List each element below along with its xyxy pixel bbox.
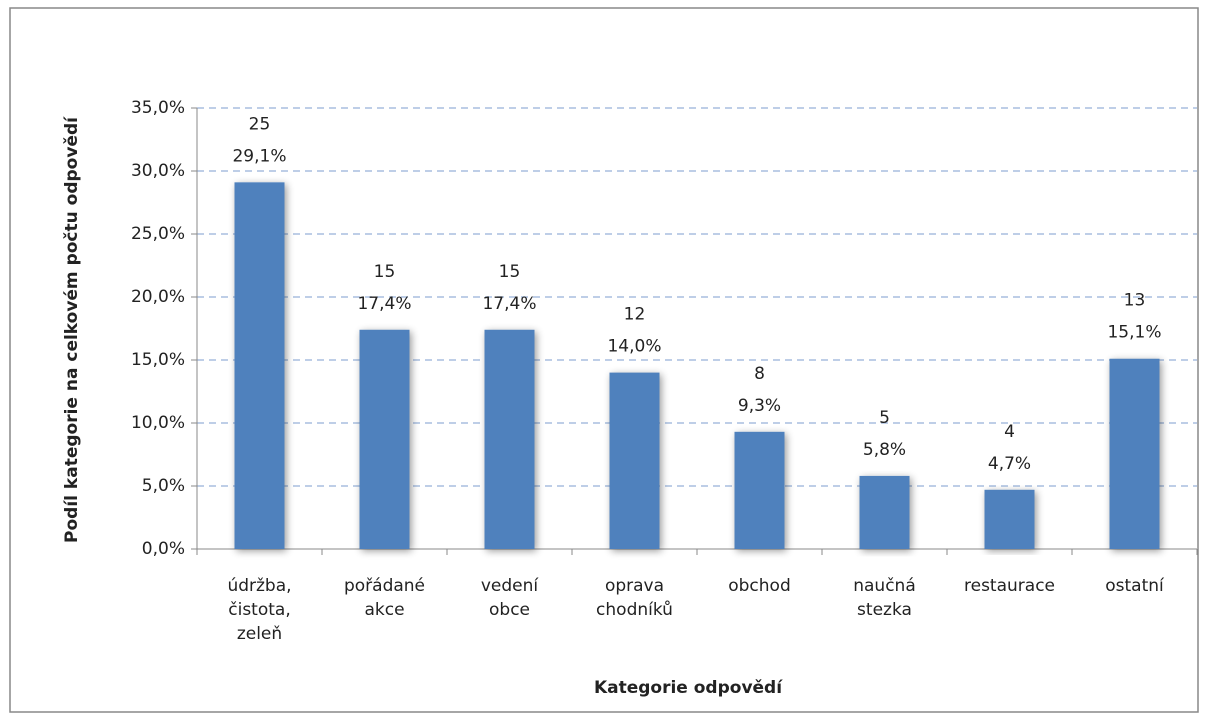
y-tick-label: 35,0% [131, 98, 185, 118]
x-tick-label: ostatní [1105, 576, 1164, 596]
value-label: 15,1% [1107, 323, 1161, 343]
count-label: 25 [249, 114, 271, 134]
chart-frame [9, 7, 1199, 713]
x-tick-label: vedení obce [480, 576, 539, 620]
y-tick-label: 15,0% [131, 350, 185, 370]
value-label: 4,7% [988, 454, 1031, 474]
x-tick-label: údržba, čistota, zeleň [227, 576, 292, 644]
count-label: 5 [879, 408, 890, 428]
bar [609, 372, 660, 549]
count-label: 13 [1124, 291, 1146, 311]
bar [1109, 358, 1160, 549]
y-tick-label: 10,0% [131, 413, 185, 433]
y-tick-label: 25,0% [131, 224, 185, 244]
y-tick-label: 30,0% [131, 161, 185, 181]
bar [359, 329, 410, 549]
y-tick-label: 20,0% [131, 287, 185, 307]
y-tick-label: 0,0% [142, 539, 185, 559]
bar [984, 489, 1035, 549]
bar [734, 431, 785, 549]
bar [859, 475, 910, 549]
x-tick-label: pořádané akce [343, 576, 426, 620]
count-label: 15 [499, 262, 521, 282]
bar [484, 329, 535, 549]
count-label: 15 [374, 262, 396, 282]
x-tick-label: obchod [728, 576, 791, 596]
x-axis-title: Kategorie odpovědí [594, 678, 783, 698]
value-label: 5,8% [863, 440, 906, 460]
x-tick-label: restaurace [963, 576, 1056, 596]
value-label: 17,4% [482, 294, 536, 314]
value-label: 29,1% [232, 146, 286, 166]
x-tick-label: naučná stezka [853, 576, 916, 620]
value-label: 17,4% [357, 294, 411, 314]
x-tick-label: oprava chodníků [596, 576, 673, 620]
value-label: 14,0% [607, 337, 661, 357]
count-label: 4 [1004, 422, 1015, 442]
y-axis-title: Podíl kategorie na celkovém počtu odpově… [62, 116, 82, 543]
count-label: 12 [624, 305, 646, 325]
count-label: 8 [754, 364, 765, 384]
bar [234, 182, 285, 549]
value-label: 9,3% [738, 396, 781, 416]
y-tick-label: 5,0% [142, 476, 185, 496]
